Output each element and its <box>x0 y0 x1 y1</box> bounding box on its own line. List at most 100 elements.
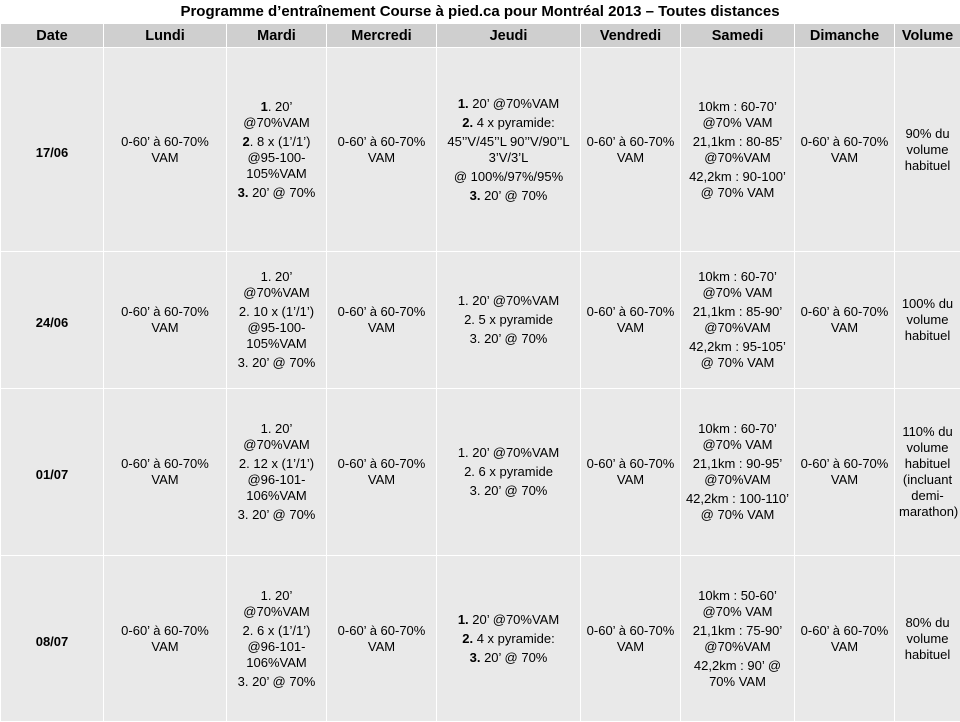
workout-text: 3. 20’ @ 70% <box>238 507 316 522</box>
header-jeudi: Jeudi <box>437 24 581 48</box>
mercredi-cell: 0-60’ à 60-70% VAM <box>327 389 437 556</box>
training-schedule-table: Date Lundi Mardi Mercredi Jeudi Vendredi… <box>0 23 960 722</box>
workout-line: 2. 8 x (1’/1’) @95-100-105%VAM <box>231 134 322 182</box>
workout-line: 3. 20’ @ 70% <box>441 483 576 499</box>
date-cell: 17/06 <box>1 48 104 252</box>
workout-text: @ 100%/97%/95% <box>454 169 563 184</box>
workout-text: 3. 20’ @ 70% <box>238 355 316 370</box>
workout-line: 2. 4 x pyramide: <box>441 631 576 647</box>
distance-line: 42,2km : 100-110’ @ 70% VAM <box>685 491 790 523</box>
header-samedi: Samedi <box>681 24 795 48</box>
workout-text: 20’ @70%VAM <box>469 96 560 111</box>
jeudi-cell: 1. 20’ @70%VAM 2. 4 x pyramide: 3. 20’ @ 7… <box>437 556 581 722</box>
header-vendredi: Vendredi <box>581 24 681 48</box>
page-title: Programme d’entraînement Course à pied.c… <box>0 0 960 23</box>
dimanche-cell: 0-60’ à 60-70% VAM <box>795 48 895 252</box>
workout-number: 2. <box>462 631 473 646</box>
mercredi-cell: 0-60’ à 60-70% VAM <box>327 252 437 389</box>
mercredi-cell: 0-60’ à 60-70% VAM <box>327 556 437 722</box>
lundi-cell: 0-60’ à 60-70% VAM <box>104 48 227 252</box>
workout-line: 1. 20’ @70%VAM <box>231 588 322 620</box>
workout-text: 4 x pyramide: <box>473 631 555 646</box>
workout-text: 1. 20’ @70%VAM <box>458 293 559 308</box>
workout-number: 3. <box>470 650 481 665</box>
workout-text: 20’ @ 70% <box>248 185 315 200</box>
workout-line: 1. 20’ @70%VAM <box>231 421 322 453</box>
workout-text: 2. 5 x pyramide <box>464 312 553 327</box>
header-lundi: Lundi <box>104 24 227 48</box>
date-cell: 08/07 <box>1 556 104 722</box>
volume-cell: 90% du volume habituel <box>895 48 960 252</box>
workout-line: 3. 20’ @ 70% <box>231 355 322 371</box>
dimanche-cell: 0-60’ à 60-70% VAM <box>795 556 895 722</box>
workout-line: 3. 20’ @ 70% <box>231 185 322 201</box>
workout-line: 1. 20’ @70%VAM <box>441 612 576 628</box>
lundi-cell: 0-60’ à 60-70% VAM <box>104 252 227 389</box>
workout-line: 1. 20’ @70%VAM <box>231 269 322 301</box>
distance-line: 42,2km : 90’ @ 70% VAM <box>685 658 790 690</box>
distance-line: 10km : 60-70’ @70% VAM <box>685 421 790 453</box>
workout-line: 2. 12 x (1’/1’) @96-101-106%VAM <box>231 456 322 504</box>
workout-text: 2. 10 x (1’/1’) @95-100-105%VAM <box>239 304 314 351</box>
workout-line: 2. 10 x (1’/1’) @95-100-105%VAM <box>231 304 322 352</box>
distance-line: 21,1km : 90-95’ @70%VAM <box>685 456 790 488</box>
workout-text: 2. 6 x pyramide <box>464 464 553 479</box>
distance-line: 10km : 60-70’ @70% VAM <box>685 99 790 131</box>
workout-text: . 8 x (1’/1’) @95-100-105%VAM <box>246 134 310 181</box>
distance-line: 10km : 60-70’ @70% VAM <box>685 269 790 301</box>
distance-line: 21,1km : 85-90’ @70%VAM <box>685 304 790 336</box>
workout-number: 3. <box>238 185 249 200</box>
vendredi-cell: 0-60’ à 60-70% VAM <box>581 556 681 722</box>
workout-text: 20’ @ 70% <box>480 188 547 203</box>
workout-line: 3. 20’ @ 70% <box>441 650 576 666</box>
header-mardi: Mardi <box>227 24 327 48</box>
workout-number: 1. <box>458 96 469 111</box>
workout-text: 3. 20’ @ 70% <box>470 331 548 346</box>
header-row: Date Lundi Mardi Mercredi Jeudi Vendredi… <box>1 24 960 48</box>
workout-text: 1. 20’ @70%VAM <box>243 269 309 300</box>
mercredi-cell: 0-60’ à 60-70% VAM <box>327 48 437 252</box>
workout-text: 4 x pyramide: <box>473 115 555 130</box>
distance-line: 21,1km : 75-90’ @70%VAM <box>685 623 790 655</box>
header-date: Date <box>1 24 104 48</box>
distance-line: 10km : 50-60’ @70% VAM <box>685 588 790 620</box>
workout-line: @ 100%/97%/95% <box>441 169 576 185</box>
workout-number: 2. <box>462 115 473 130</box>
header-mercredi: Mercredi <box>327 24 437 48</box>
workout-text: 1. 20’ @70%VAM <box>243 588 309 619</box>
workout-text: 20’ @70%VAM <box>469 612 560 627</box>
workout-line: 2. 5 x pyramide <box>441 312 576 328</box>
distance-line: 42,2km : 95-105’ @ 70% VAM <box>685 339 790 371</box>
workout-number: 3. <box>470 188 481 203</box>
workout-line: 1. 20’ @70%VAM <box>441 96 576 112</box>
workout-text: . 20’ @70%VAM <box>243 99 309 130</box>
workout-number: 1. <box>458 612 469 627</box>
workout-line: 2. 6 x (1’/1’) @96-101-106%VAM <box>231 623 322 671</box>
workout-text: 3. 20’ @ 70% <box>470 483 548 498</box>
jeudi-cell: 1. 20’ @70%VAM 2. 6 x pyramide 3. 20’ @ 70… <box>437 389 581 556</box>
workout-text: 45’’V/45’’L 90’’V/90’’L 3’V/3’L <box>447 134 569 165</box>
workout-line: 3. 20’ @ 70% <box>441 331 576 347</box>
workout-number: 2 <box>243 134 250 149</box>
lundi-cell: 0-60’ à 60-70% VAM <box>104 556 227 722</box>
workout-line: 3. 20’ @ 70% <box>441 188 576 204</box>
dimanche-cell: 0-60’ à 60-70% VAM <box>795 389 895 556</box>
volume-cell: 100% du volume habituel <box>895 252 960 389</box>
workout-line: 3. 20’ @ 70% <box>231 674 322 690</box>
workout-text: 3. 20’ @ 70% <box>238 674 316 689</box>
workout-line: 1. 20’ @70%VAM <box>441 445 576 461</box>
workout-line: 3. 20’ @ 70% <box>231 507 322 523</box>
vendredi-cell: 0-60’ à 60-70% VAM <box>581 389 681 556</box>
header-volume: Volume <box>895 24 960 48</box>
workout-line: 1. 20’ @70%VAM <box>231 99 322 131</box>
volume-cell: 110% du volume habituel (incluant demi-m… <box>895 389 960 556</box>
